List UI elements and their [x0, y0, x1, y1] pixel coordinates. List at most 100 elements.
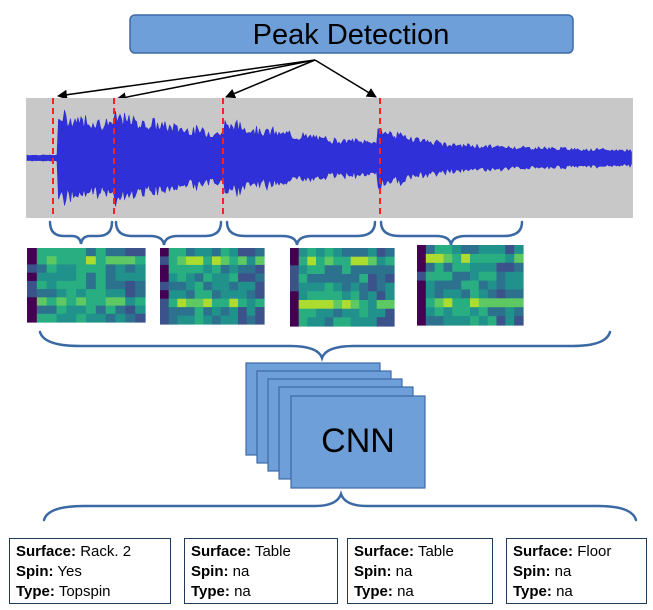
type-value: Topspin: [58, 583, 111, 600]
spectrogram-cell: [470, 289, 480, 299]
spectrogram-cell: [307, 256, 317, 266]
surface-value: Table: [254, 543, 291, 560]
output-box-2: Surface: Table Spin: na Type: na: [184, 538, 338, 604]
spectrogram-cell: [186, 273, 196, 283]
spectrogram-cell: [246, 290, 256, 300]
spectrogram-cell: [417, 245, 427, 255]
spectrogram-cell: [76, 256, 87, 265]
spectrogram-cell: [316, 308, 326, 318]
spectrogram-cell: [324, 317, 334, 327]
output-row-type: Type: na: [354, 583, 414, 600]
output-row-type: Type: na: [513, 583, 573, 600]
spectrogram-cell: [115, 297, 126, 307]
spectrogram-cell: [125, 305, 136, 315]
spectrogram-cell: [487, 307, 498, 317]
spectrogram-cell: [238, 248, 248, 257]
spectrogram-cell: [220, 273, 230, 283]
spectrogram-cell: [290, 248, 300, 258]
spectrogram-cell: [46, 305, 58, 315]
spectrogram-cell: [434, 289, 445, 299]
spectrogram-cell: [125, 272, 136, 282]
spectrogram-cell: [115, 256, 126, 265]
spectrogram-cell: [76, 280, 87, 290]
spectrogram-cell: [505, 271, 515, 282]
spectrogram-cell: [461, 307, 471, 317]
spectrogram-cell: [425, 298, 436, 308]
spectrogram-cell: [95, 280, 107, 290]
spectrogram-cell: [105, 280, 117, 290]
spectrogram-cell: [514, 280, 524, 291]
spectrogram-cell: [425, 289, 436, 299]
spectrogram-cell: [95, 297, 107, 307]
spectrogram-cell: [27, 297, 38, 307]
spectrogram-cell: [255, 315, 265, 325]
spectrogram-cell: [368, 291, 378, 301]
spectrogram-cell: [168, 290, 178, 300]
spectrogram-cell: [160, 290, 170, 300]
spectrogram-cell: [56, 248, 67, 257]
spectrogram-cell: [238, 315, 248, 325]
spectrogram-cell: [220, 307, 230, 317]
spectrogram-cell: [95, 248, 107, 257]
spectrogram-cell: [246, 298, 256, 308]
spectrogram-cell: [194, 298, 204, 308]
spectrogram-cell: [194, 273, 204, 283]
spectrogram-cell: [443, 262, 453, 273]
spectrogram-cell: [307, 308, 317, 318]
spectrogram-cell: [46, 256, 58, 265]
spectrogram-cell: [324, 300, 334, 310]
spectrogram-cell: [350, 248, 360, 258]
spectrogram-cell: [186, 298, 196, 308]
spectrogram-cell: [307, 265, 317, 275]
spectrogram-cell: [36, 305, 48, 315]
arrow-peak-4: [314, 59, 377, 98]
spectrogram-cell: [342, 282, 352, 292]
spectrogram-cell: [316, 256, 326, 266]
audio-waveform: [26, 110, 632, 207]
spectrogram-cell: [316, 300, 326, 310]
spectrogram-cell: [203, 273, 213, 283]
spectrogram-cell: [385, 308, 395, 318]
spectrogram-cell: [425, 271, 436, 282]
spectrogram-cell: [177, 264, 187, 274]
spectrogram-cell: [342, 265, 352, 275]
spectrogram-cell: [229, 273, 239, 283]
spectrogram-cell: [212, 307, 222, 317]
spectrogram-cell: [434, 307, 445, 317]
spectrogram-cell: [316, 291, 326, 301]
spectrogram-cell: [46, 313, 58, 323]
spectrogram-cell: [316, 282, 326, 292]
spectrogram-cell: [238, 273, 248, 283]
spectrogram-cell: [452, 271, 462, 282]
arrow-peak-2: [116, 59, 316, 103]
spectrogram-cell: [514, 289, 524, 299]
spectrogram-cell: [443, 245, 453, 255]
spectrogram-cell: [255, 273, 265, 283]
spectrogram-cell: [385, 256, 395, 266]
spectrogram-cell: [86, 256, 97, 265]
spectrogram-cell: [333, 291, 343, 301]
spectrogram-cell: [105, 313, 117, 323]
spectrogram-cell: [95, 272, 107, 282]
spectrogram-cell: [76, 297, 87, 307]
spectrogram-cell: [452, 307, 462, 317]
spectrogram-cell: [443, 316, 453, 326]
spectrogram-cell: [333, 248, 343, 258]
spectrogram-cell: [470, 271, 480, 282]
spectrogram-cell: [135, 289, 146, 298]
spectrogram-cell: [56, 272, 67, 282]
spectrogram-cell: [105, 256, 117, 265]
spectrogram-cell: [359, 265, 369, 275]
output-row-surface: Surface: Rack. 2: [16, 543, 132, 560]
spectrogram-cell: [36, 289, 48, 298]
spectrogram-cell: [368, 265, 378, 275]
spectrogram-cell: [350, 300, 360, 310]
spectrogram-cell: [324, 282, 334, 292]
spectrogram-cell: [443, 298, 453, 308]
spectrogram-cell: [135, 313, 146, 323]
spectrogram-cell: [425, 307, 436, 317]
spectrogram-cell: [246, 281, 256, 291]
spectrogram-cell: [425, 280, 436, 291]
spectrogram-cell: [46, 264, 58, 274]
